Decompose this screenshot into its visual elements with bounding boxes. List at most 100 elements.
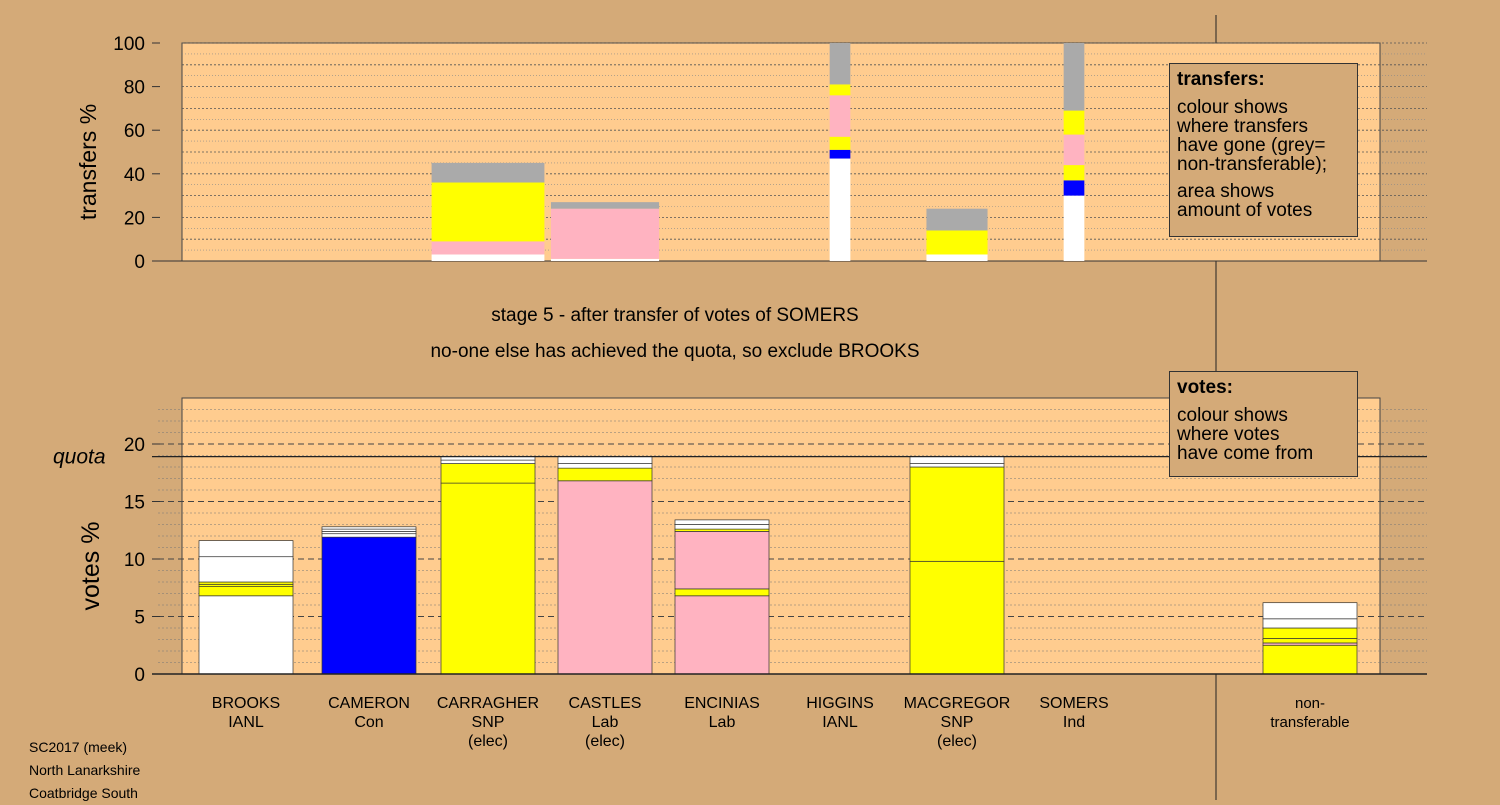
transfers-bar-somers — [1063, 43, 1085, 261]
votes-legend-text: colour shows where votes have come from — [1177, 405, 1314, 464]
votes-bar-segment — [909, 456, 1005, 464]
stage-title: stage 5 - after transfer of votes of SOM… — [491, 305, 859, 326]
footer: SC2017 (meek) North Lanarkshire Coatbrid… — [29, 736, 140, 805]
candidate-party-label: transferable — [1270, 714, 1349, 731]
votes-bar-segment — [909, 463, 1005, 468]
transfers-tick-label: 100 — [113, 34, 145, 55]
votes-bar-segment — [321, 533, 417, 538]
transfers-tick-label: 0 — [134, 252, 145, 273]
votes-bar-macgregor — [909, 456, 1005, 675]
votes-bar-segment — [440, 482, 536, 675]
candidate-status-label: (elec) — [585, 733, 625, 750]
votes-bar-segment — [674, 531, 770, 590]
votes-bar-segment — [321, 536, 417, 675]
candidate-party-label: Con — [354, 714, 383, 731]
votes-bar-segment — [557, 456, 653, 464]
votes-tick-label: 5 — [134, 608, 145, 629]
transfers-bar-segment — [431, 162, 545, 183]
votes-bar-segment — [557, 463, 653, 469]
candidate-name-label: BROOKS — [212, 695, 280, 712]
transfers-bar-segment — [431, 241, 545, 255]
transfers-bar-segment — [431, 182, 545, 242]
votes-legend-title: votes: — [1177, 377, 1233, 398]
votes-bar-non-transferable — [1262, 602, 1358, 675]
votes-bar-segment — [557, 467, 653, 482]
transfers-bar-segment — [926, 254, 988, 261]
votes-bar-segment — [198, 586, 294, 597]
votes-tick-label: 15 — [124, 493, 145, 514]
candidate-party-label: Lab — [592, 714, 619, 731]
votes-bar-segment — [674, 595, 770, 675]
candidate-party-label: Ind — [1063, 714, 1085, 731]
candidate-party-label: IANL — [228, 714, 264, 731]
candidate-name-label: CAMERON — [328, 695, 410, 712]
votes-bar-segment — [674, 588, 770, 597]
votes-bar-segment — [198, 556, 294, 583]
transfers-bar-macgregor — [926, 208, 988, 261]
votes-bar-segment — [1262, 627, 1358, 639]
candidate-party-label: Lab — [709, 714, 736, 731]
transfers-tick-label: 40 — [124, 165, 145, 186]
candidate-party-label: SNP — [472, 714, 505, 731]
candidate-name-label: HIGGINS — [806, 695, 874, 712]
transfers-legend-title: transfers: — [1177, 69, 1265, 90]
votes-axis-label: votes % — [77, 522, 105, 611]
candidate-status-label: (elec) — [468, 733, 508, 750]
candidate-name-label: MACGREGOR — [904, 695, 1011, 712]
votes-bar-castles — [557, 456, 653, 675]
votes-bar-segment — [1262, 644, 1358, 675]
transfers-legend-text-2: area shows amount of votes — [1177, 181, 1313, 221]
transfers-bar-segment — [431, 254, 545, 261]
transfers-tick-label: 60 — [124, 121, 145, 142]
transfers-bar-segment — [1063, 165, 1085, 181]
candidate-name-label: CASTLES — [569, 695, 642, 712]
votes-bar-segment — [909, 466, 1005, 562]
transfers-bar-segment — [550, 202, 660, 209]
transfers-bar-castles — [550, 202, 660, 261]
stage-note: no-one else has achieved the quota, so e… — [430, 341, 920, 362]
votes-bar-segment — [440, 459, 536, 464]
transfers-bar-segment — [550, 258, 660, 261]
transfers-axis-label: transfers % — [75, 104, 101, 220]
votes-bar-segment — [1262, 618, 1358, 629]
votes-bar-segment — [440, 463, 536, 484]
transfers-bar-segment — [1063, 43, 1085, 111]
votes-tick-label: 0 — [134, 665, 145, 686]
votes-legend: votes: colour shows where votes have com… — [1169, 371, 1358, 477]
transfers-legend: transfers: colour shows where transfers … — [1169, 63, 1358, 237]
footer-line-ward: Coatbridge South — [29, 785, 138, 801]
transfers-bar-segment — [550, 208, 660, 259]
transfers-bar-segment — [1063, 195, 1085, 261]
transfers-bar-segment — [829, 43, 851, 85]
transfers-bar-segment — [926, 208, 988, 231]
candidate-name-label: SOMERS — [1039, 695, 1108, 712]
votes-bar-segment — [198, 540, 294, 558]
transfers-bar-segment — [829, 136, 851, 150]
votes-bar-brooks — [198, 540, 294, 675]
votes-bar-encinias — [674, 519, 770, 675]
votes-bar-segment — [321, 526, 417, 530]
transfers-bar-segment — [1063, 180, 1085, 196]
votes-bar-segment — [198, 595, 294, 675]
footer-line-election: SC2017 (meek) — [29, 739, 128, 755]
votes-tick-label: 20 — [124, 435, 145, 456]
transfers-bar-carragher — [431, 162, 545, 261]
transfers-bar-segment — [926, 230, 988, 255]
transfers-bar-segment — [829, 149, 851, 159]
candidate-status-label: (elec) — [937, 733, 977, 750]
quota-label: quota — [53, 446, 106, 469]
transfers-bar-higgins — [829, 43, 851, 261]
candidate-name-label: ENCINIAS — [684, 695, 760, 712]
transfers-bar-segment — [1063, 134, 1085, 166]
transfers-tick-label: 20 — [124, 208, 145, 229]
votes-bar-segment — [909, 560, 1005, 675]
footer-line-council: North Lanarkshire — [29, 762, 141, 778]
transfers-tick-label: 80 — [124, 78, 145, 99]
votes-bar-segment — [557, 480, 653, 675]
candidate-name-label: CARRAGHER — [437, 695, 539, 712]
transfers-bar-segment — [829, 158, 851, 261]
votes-bar-carragher — [440, 456, 536, 675]
transfers-legend-text: colour shows where transfers have gone (… — [1177, 97, 1327, 175]
candidate-party-label: IANL — [822, 714, 858, 731]
